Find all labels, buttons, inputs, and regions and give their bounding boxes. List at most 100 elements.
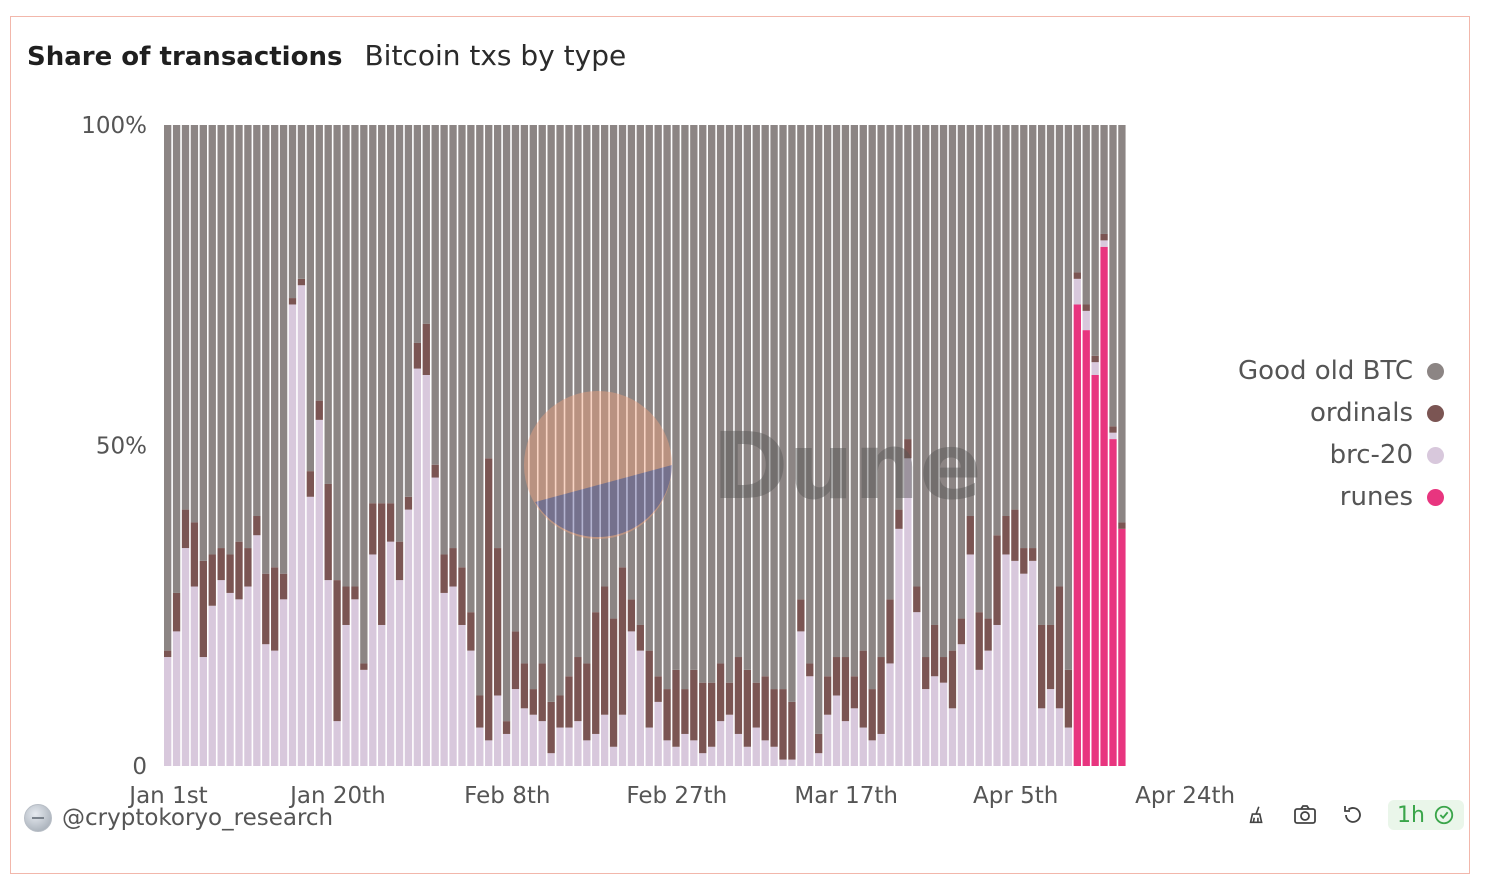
legend-item-runes[interactable]: runes bbox=[1184, 476, 1444, 518]
bar-brc-20 bbox=[645, 727, 653, 766]
chart-title: Share of transactions bbox=[27, 42, 343, 72]
bar-brc-20 bbox=[217, 580, 225, 766]
bar-brc-20 bbox=[1055, 708, 1064, 766]
bar-good-old-btc bbox=[378, 125, 386, 504]
bar-good-old-btc bbox=[975, 125, 983, 613]
bar-good-old-btc bbox=[600, 125, 609, 587]
bar-brc-20 bbox=[743, 746, 751, 766]
bar-good-old-btc bbox=[1064, 125, 1073, 670]
legend-item-ordinals[interactable]: ordinals bbox=[1184, 392, 1444, 434]
bar-brc-20 bbox=[386, 541, 395, 766]
bar-brc-20 bbox=[993, 624, 1001, 766]
bar-ordinals bbox=[235, 541, 243, 600]
bar-brc-20 bbox=[939, 682, 948, 766]
dune-watermark: Dune bbox=[524, 391, 982, 539]
bar-good-old-btc bbox=[1011, 125, 1019, 510]
x-tick-label: Feb 8th bbox=[464, 783, 550, 809]
bar-brc-20 bbox=[351, 599, 359, 766]
refresh-interval-badge[interactable]: 1h bbox=[1388, 800, 1464, 830]
bar-good-old-btc bbox=[725, 125, 734, 683]
bar-ordinals bbox=[413, 342, 422, 369]
bar-ordinals bbox=[672, 669, 680, 747]
bar-good-old-btc bbox=[681, 125, 689, 690]
bar-ordinals bbox=[993, 535, 1001, 625]
bar-good-old-btc bbox=[859, 125, 867, 651]
bar-good-old-btc bbox=[993, 125, 1001, 536]
bar-brc-20 bbox=[413, 368, 422, 766]
author-link[interactable]: @cryptokoryo_research bbox=[24, 804, 333, 832]
bar-brc-20 bbox=[815, 753, 823, 766]
bar-good-old-btc bbox=[895, 125, 903, 510]
bar-good-old-btc bbox=[699, 125, 707, 683]
bar-good-old-btc bbox=[324, 125, 332, 484]
bar-ordinals bbox=[948, 650, 957, 709]
bar-ordinals bbox=[226, 554, 234, 593]
bar-good-old-btc bbox=[271, 125, 279, 568]
bar-ordinals bbox=[654, 676, 662, 702]
bar-brc-20 bbox=[288, 304, 297, 766]
bar-brc-20 bbox=[422, 374, 430, 766]
bar-good-old-btc bbox=[413, 125, 422, 343]
bar-ordinals bbox=[592, 612, 600, 734]
bar-brc-20 bbox=[493, 695, 502, 766]
bar-good-old-btc bbox=[636, 125, 644, 625]
bar-brc-20 bbox=[841, 721, 850, 766]
bar-brc-20 bbox=[761, 740, 769, 766]
bar-ordinals bbox=[609, 618, 618, 747]
bar-good-old-btc bbox=[1091, 125, 1099, 356]
bar-good-old-btc bbox=[868, 125, 876, 690]
bar-good-old-btc bbox=[1029, 125, 1037, 549]
bar-brc-20 bbox=[779, 759, 787, 766]
bar-brc-20 bbox=[342, 624, 350, 766]
bars-group bbox=[164, 125, 1126, 767]
bar-ordinals bbox=[600, 586, 609, 715]
bar-good-old-btc bbox=[823, 125, 832, 677]
bar-good-old-btc bbox=[395, 125, 404, 542]
x-tick-label: Apr 5th bbox=[973, 783, 1058, 809]
bar-good-old-btc bbox=[663, 125, 671, 690]
avatar bbox=[24, 804, 52, 832]
legend-swatch bbox=[1427, 404, 1444, 422]
bar-good-old-btc bbox=[627, 125, 636, 600]
bar-good-old-btc bbox=[226, 125, 234, 555]
bar-ordinals bbox=[342, 586, 350, 625]
x-tick-label: Feb 27th bbox=[626, 783, 727, 809]
bar-ordinals bbox=[208, 554, 216, 606]
bar-ordinals bbox=[904, 439, 912, 459]
bar-good-old-btc bbox=[190, 125, 199, 523]
bar-brc-20 bbox=[404, 509, 413, 766]
broom-icon[interactable] bbox=[1244, 802, 1270, 828]
bar-good-old-btc bbox=[806, 125, 814, 664]
bar-ordinals bbox=[725, 682, 734, 715]
bar-brc-20 bbox=[315, 419, 323, 766]
bar-brc-20 bbox=[440, 592, 448, 766]
bar-brc-20 bbox=[1109, 432, 1117, 440]
bar-ordinals bbox=[1002, 516, 1010, 555]
bar-good-old-btc bbox=[939, 125, 948, 658]
bar-ordinals bbox=[431, 464, 439, 478]
bar-brc-20 bbox=[1046, 689, 1055, 766]
bar-ordinals bbox=[511, 631, 520, 690]
legend-item-good-old-btc[interactable]: Good old BTC bbox=[1184, 350, 1444, 392]
legend-item-brc-20[interactable]: brc-20 bbox=[1184, 434, 1444, 476]
refresh-icon[interactable] bbox=[1340, 802, 1366, 828]
watermark-text: Dune bbox=[712, 413, 982, 520]
bar-runes bbox=[1073, 304, 1081, 766]
bar-good-old-btc bbox=[351, 125, 359, 587]
bar-brc-20 bbox=[306, 496, 315, 766]
bar-ordinals bbox=[1091, 355, 1099, 363]
bar-good-old-btc bbox=[297, 125, 306, 279]
bar-brc-20 bbox=[957, 644, 966, 766]
bar-good-old-btc bbox=[529, 125, 537, 690]
bar-brc-20 bbox=[850, 708, 859, 766]
bar-good-old-btc bbox=[1046, 125, 1055, 625]
bar-ordinals bbox=[172, 592, 181, 632]
bar-brc-20 bbox=[948, 708, 957, 766]
bar-brc-20 bbox=[262, 644, 270, 766]
camera-icon[interactable] bbox=[1292, 802, 1318, 828]
bar-brc-20 bbox=[690, 740, 698, 766]
bar-brc-20 bbox=[904, 458, 912, 766]
bar-brc-20 bbox=[271, 650, 279, 766]
x-tick-label: Jan 20th bbox=[288, 783, 386, 809]
bar-ordinals bbox=[699, 682, 707, 754]
